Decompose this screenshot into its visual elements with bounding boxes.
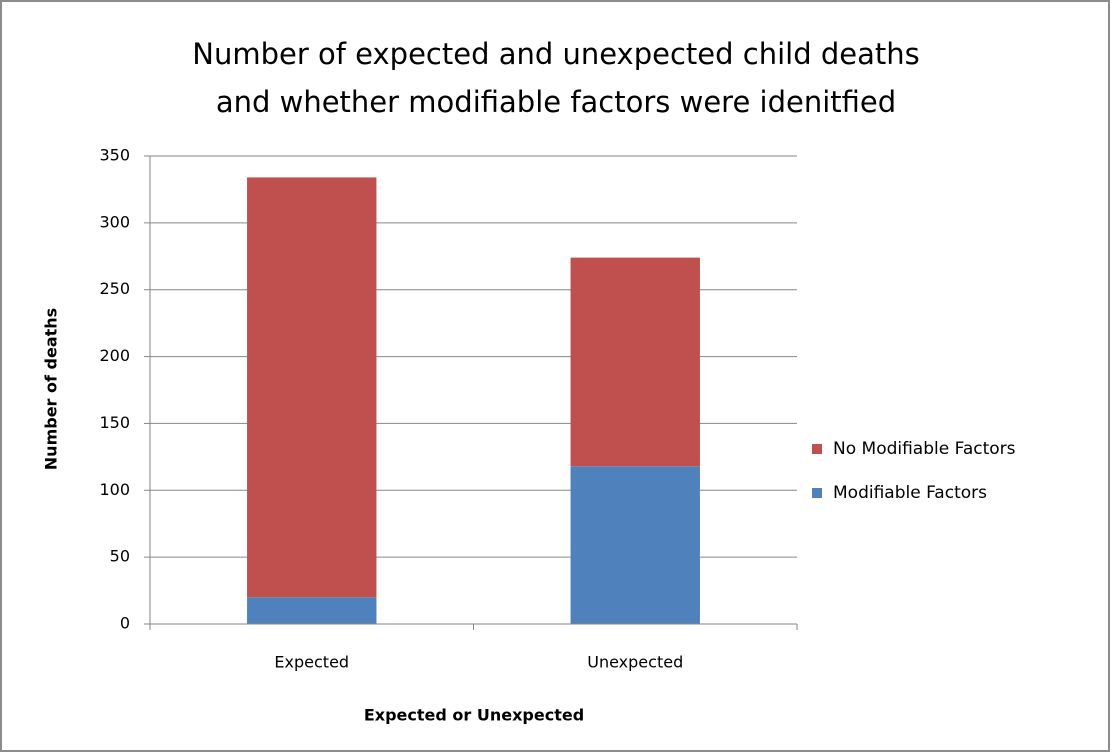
y-axis-label: Number of deaths bbox=[42, 308, 61, 470]
x-tick-label: Unexpected bbox=[587, 653, 683, 672]
legend-label: Modifiable Factors bbox=[833, 483, 987, 503]
bar-segment bbox=[570, 466, 700, 624]
legend-label: No Modifiable Factors bbox=[833, 439, 1016, 459]
y-tick-label: 0 bbox=[120, 614, 130, 633]
y-tick-label: 350 bbox=[99, 146, 130, 165]
bar-segment bbox=[247, 177, 377, 598]
chart-title: and whether modifiable factors were iden… bbox=[216, 85, 896, 119]
legend-swatch bbox=[812, 488, 822, 498]
y-tick-label: 100 bbox=[99, 480, 130, 499]
legend-swatch bbox=[812, 444, 822, 454]
y-tick-label: 50 bbox=[110, 547, 130, 566]
y-tick-label: 200 bbox=[99, 346, 130, 365]
y-tick-label: 250 bbox=[99, 279, 130, 298]
chart-title: Number of expected and unexpected child … bbox=[192, 37, 919, 71]
x-axis-label: Expected or Unexpected bbox=[364, 706, 584, 725]
y-tick-label: 150 bbox=[99, 413, 130, 432]
bar-segment bbox=[247, 597, 377, 624]
x-tick-label: Expected bbox=[274, 653, 349, 672]
bar-segment bbox=[570, 257, 700, 467]
y-tick-label: 300 bbox=[99, 212, 130, 231]
